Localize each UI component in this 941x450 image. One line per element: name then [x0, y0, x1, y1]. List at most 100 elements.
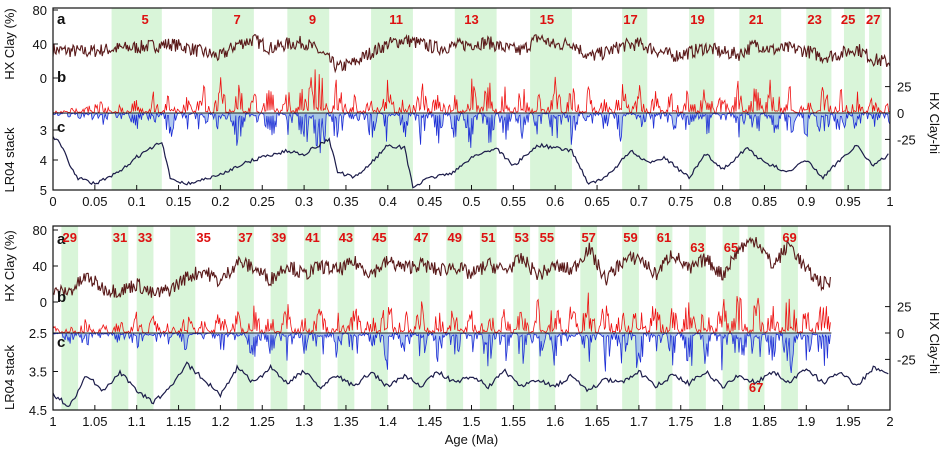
x-tick-label: 1.65 [584, 414, 609, 429]
mis-label: 69 [782, 230, 796, 245]
mis-label: 37 [238, 230, 252, 245]
x-tick-label: 1.6 [546, 414, 564, 429]
x-tick-label: 1 [886, 194, 893, 209]
x-tick-label: 1.2 [211, 414, 229, 429]
panel-letter-b: b [57, 69, 66, 86]
interglacial-band [689, 226, 706, 410]
interglacial-band [622, 226, 639, 410]
clay-series-line [52, 236, 831, 299]
mis-label: 61 [657, 230, 671, 245]
x-tick-label: 0.6 [546, 194, 564, 209]
x-tick-label: 1.3 [295, 414, 313, 429]
interglacial-band [747, 226, 765, 410]
ylabel-clay-hi: HX Clay-hi [927, 312, 941, 374]
interglacial-band [655, 226, 673, 410]
x-tick-label: 0.95 [835, 194, 860, 209]
clay-hi-negative-line [52, 331, 831, 374]
mis-label: 13 [464, 12, 478, 27]
mis-label: 55 [540, 230, 554, 245]
x-tick-label: 0.7 [630, 194, 648, 209]
interglacial-band [869, 8, 882, 190]
y-tick-label: 80 [33, 3, 47, 18]
y-tick-label: 2.5 [29, 326, 47, 341]
mis-label: 15 [540, 12, 554, 27]
y-tick-label-right: -25 [897, 132, 916, 147]
x-tick-label: 0.85 [752, 194, 777, 209]
interglacial-band [446, 226, 464, 410]
panel-letter-b: b [57, 289, 66, 306]
x-tick-label: 0.5 [462, 194, 480, 209]
interglacial-band [61, 226, 79, 410]
y-tick-label-right: 0 [897, 106, 904, 121]
lr04-series-line [52, 361, 889, 408]
mis-label: 17 [623, 12, 637, 27]
x-tick-label: 0.65 [584, 194, 609, 209]
x-tick-label: 1.75 [668, 414, 693, 429]
interglacial-band [270, 226, 288, 410]
y-tick-label: 40 [33, 37, 47, 52]
interglacial-band [111, 226, 129, 410]
x-tick-label: 1.7 [630, 414, 648, 429]
x-tick-label: 0.25 [250, 194, 275, 209]
mis-label: 29 [63, 230, 77, 245]
x-tick-label: 0.4 [379, 194, 397, 209]
mis-label: 21 [749, 12, 763, 27]
x-tick-label: 0.9 [797, 194, 815, 209]
y-tick-label: 4.5 [29, 403, 47, 418]
y-tick-label-right: 0 [897, 326, 904, 341]
clay-series-line [52, 33, 891, 74]
x-tick-label: 0.05 [82, 194, 107, 209]
mis-label: 65 [724, 240, 738, 255]
y-tick-label: 3 [40, 123, 47, 138]
x-tick-label: 1.1 [128, 414, 146, 429]
panel-letter-a: a [57, 11, 66, 28]
interglacial-band [237, 226, 254, 410]
x-tick-label: 1.4 [379, 414, 397, 429]
mis-label: 51 [481, 230, 495, 245]
mis-label: 33 [138, 230, 152, 245]
x-tick-label: 0.3 [295, 194, 313, 209]
x-tick-label: 2 [886, 414, 893, 429]
mis-label: 27 [866, 12, 880, 27]
ylabel-clay-hi: HX Clay-hi [927, 92, 941, 154]
mis-label: 63 [690, 240, 704, 255]
y-tick-label: 5 [40, 183, 47, 198]
x-tick-label: 1.5 [462, 414, 480, 429]
interglacial-band [689, 8, 715, 190]
ylabel-clay: HX Clay (%) [2, 230, 17, 302]
x-tick-label: 0.15 [166, 194, 191, 209]
mis-label: 57 [581, 230, 595, 245]
x-tick-label: 0.75 [668, 194, 693, 209]
mis-label: 53 [514, 230, 528, 245]
x-tick-label: 0.1 [128, 194, 146, 209]
ylabel-lr04: LR04 stack [2, 344, 17, 410]
y-tick-label: 80 [33, 223, 47, 238]
x-tick-label: 1.9 [797, 414, 815, 429]
mis-label: 43 [339, 230, 353, 245]
interglacial-band [538, 226, 556, 410]
interglacial-band [412, 226, 430, 410]
interglacial-band [337, 226, 355, 410]
x-tick-label: 1.15 [166, 414, 191, 429]
interglacial-band [843, 8, 865, 190]
x-tick-label: 0.2 [211, 194, 229, 209]
x-tick-label: 1.25 [250, 414, 275, 429]
y-tick-label: 3.5 [29, 365, 47, 380]
x-tick-label: 0.35 [333, 194, 358, 209]
mis-label: 11 [389, 12, 403, 27]
mis-label: 41 [305, 230, 319, 245]
clay-hi-positive-line [52, 292, 831, 335]
xlabel: Age (Ma) [445, 432, 498, 447]
clay-hi-positive-line [52, 69, 890, 114]
mis-label: 35 [196, 230, 210, 245]
panel-letter-c: c [57, 119, 65, 136]
x-tick-label: 0.8 [714, 194, 732, 209]
x-tick-label: 1.95 [835, 414, 860, 429]
mis-label: 49 [448, 230, 462, 245]
interglacial-band [304, 226, 321, 410]
mis-label: 45 [372, 230, 386, 245]
interglacial-band [111, 8, 162, 190]
chart-2: 1 1.05 1.1 1.15 1.2 1.25 1.3 1.35 1.4 1.45 1.5 1.55… [2, 223, 941, 447]
mis-label: 7 [234, 12, 241, 27]
